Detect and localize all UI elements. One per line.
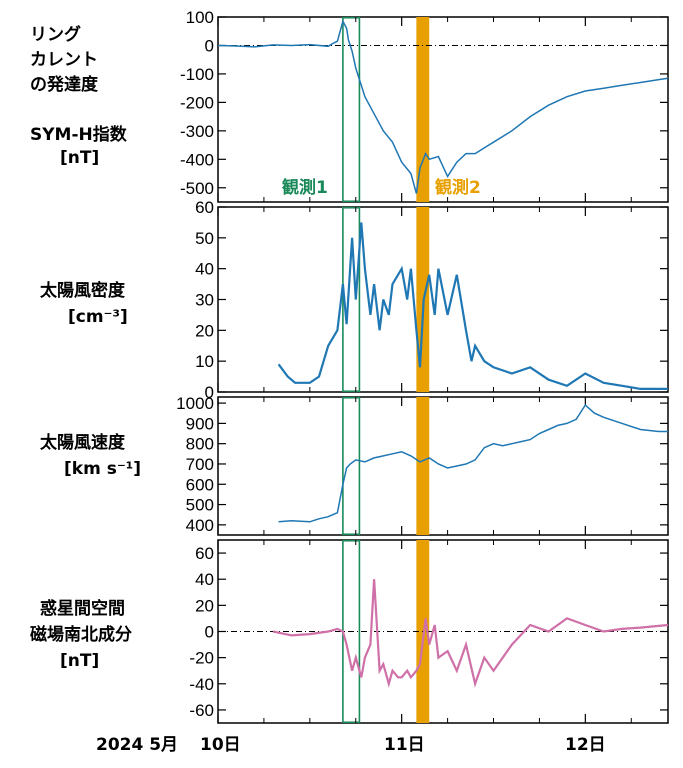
y-tick-label: 0 [205,36,214,55]
obs2-label: 観測2 [435,177,481,198]
y-tick-label: 400 [186,516,214,535]
y-tick-label: 1000 [176,394,214,413]
obs1-band [342,16,361,203]
ylabel-line-2: [cm⁻³] [68,307,128,327]
ylabel-line-1: 太陽風速度 [40,432,126,453]
y-tick-label: 900 [186,414,214,433]
ylabel-line-3: [nT] [60,651,99,671]
y-tick-label: 40 [195,260,214,279]
y-tick-label: 10 [195,352,214,371]
x-ticks [217,397,632,535]
ylabel-line-5: [nT] [60,148,99,168]
obs1-band [342,396,361,536]
y-tick-label: 30 [195,291,214,310]
x-ticks [217,17,632,202]
obs1-band [342,206,361,393]
panel-ylabel: 惑星間空間 磁場南北成分 [nT] [30,598,132,671]
panel-frame [217,16,669,203]
highlight-bands [342,16,430,203]
ylabel-line-3: の発達度 [30,74,99,95]
panel-density: 0 10 20 30 40 50 60 太陽風密度 [cm⁻³] [40,198,669,402]
y-tick-label: -200 [180,93,214,112]
ylabel-line-1: 太陽風密度 [40,280,126,301]
y-ticks: 60 40 20 0 -20 -40 -60 [189,544,668,720]
x-axis-labels: 2024 5月 10日 11日 12日 [96,735,606,755]
highlight-bands [342,396,430,536]
y-tick-label: 500 [186,496,214,515]
y-tick-label: 60 [195,198,214,217]
y-tick-label: 40 [195,570,214,589]
y-tick-label: -400 [180,150,214,169]
panel-sym-h: 100 0 -100 -200 -300 -400 -500 観測1 観測2 リング カレン… [30,8,669,203]
y-tick-label: -40 [189,675,214,694]
y-tick-label: -20 [189,649,214,668]
date-label-11: 11日 [384,735,425,755]
panel-ylabel: 太陽風速度 [km s⁻¹] [40,432,141,479]
y-ticks: 0 10 20 30 40 50 60 [195,198,668,402]
date-prefix: 2024 5月 [96,735,178,755]
x-ticks [217,540,632,723]
ylabel-line-2: [km s⁻¹] [64,459,141,479]
y-tick-label: 60 [195,544,214,563]
y-tick-label: 0 [205,623,214,642]
y-tick-label: 20 [195,596,214,615]
y-tick-label: 800 [186,435,214,454]
sym-h-series-line [217,19,669,194]
obs2-band [416,17,430,202]
ylabel-line-2: カレント [30,50,98,70]
obs1-label: 観測1 [282,177,328,198]
bz-series-line [272,579,669,688]
ylabel-line-2: 磁場南北成分 [30,624,132,645]
y-tick-label: -300 [180,122,214,141]
y-tick-label: 700 [186,455,214,474]
y-tick-label: -100 [180,65,214,84]
y-tick-label: 100 [186,8,214,27]
date-label-12: 12日 [565,735,606,755]
y-tick-label: 20 [195,321,214,340]
ylabel-line-1: リング [30,24,81,45]
ylabel-line-4: SYM-H指数 [30,124,128,145]
y-tick-label: 0 [205,383,214,402]
y-tick-label: 600 [186,475,214,494]
ylabel-line-1: 惑星間空間 [40,598,125,619]
y-tick-label: -60 [189,701,214,720]
y-ticks: 100 0 -100 -200 -300 -400 -500 [180,8,668,198]
obs2-band [416,397,430,535]
panel-ylabel: リング カレント の発達度 SYM-H指数 [nT] [30,24,128,168]
y-tick-label: -500 [180,179,214,198]
speed-series-line [278,403,668,523]
date-label-10: 10日 [200,735,241,755]
panel-ylabel: 太陽風密度 [cm⁻³] [40,280,128,327]
panel-frame [217,396,669,536]
panel-frame [217,206,669,393]
y-tick-label: 50 [195,229,214,248]
panel-imf-bz: 60 40 20 0 -20 -40 -60 惑星間空間 磁場南北成分 [nT] [30,539,669,724]
density-series-line [277,222,668,390]
